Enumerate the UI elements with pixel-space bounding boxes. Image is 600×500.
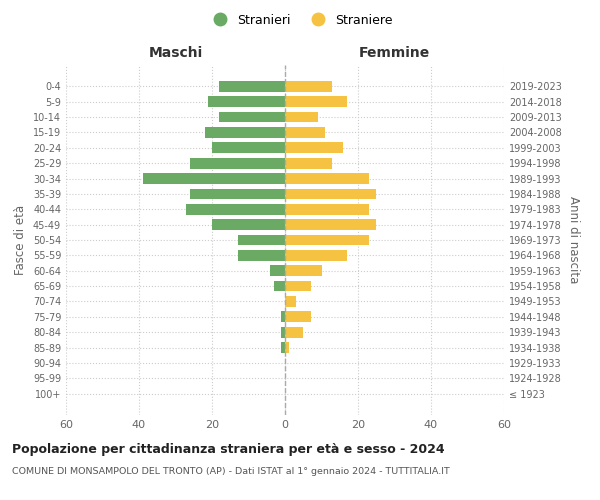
Bar: [285, 188, 376, 200]
Bar: [285, 342, 289, 353]
Bar: [238, 234, 285, 246]
Bar: [274, 280, 285, 291]
Bar: [212, 219, 285, 230]
Bar: [281, 342, 285, 353]
Bar: [285, 173, 369, 184]
Bar: [281, 312, 285, 322]
Bar: [190, 158, 285, 168]
Y-axis label: Fasce di età: Fasce di età: [14, 205, 27, 275]
Bar: [285, 296, 296, 307]
Bar: [238, 250, 285, 261]
Text: COMUNE DI MONSAMPOLO DEL TRONTO (AP) - Dati ISTAT al 1° gennaio 2024 - TUTTITALI: COMUNE DI MONSAMPOLO DEL TRONTO (AP) - D…: [12, 468, 450, 476]
Bar: [285, 250, 347, 261]
Text: Femmine: Femmine: [359, 46, 430, 60]
Bar: [187, 204, 285, 214]
Bar: [205, 127, 285, 138]
Bar: [285, 312, 311, 322]
Bar: [285, 127, 325, 138]
Bar: [271, 266, 285, 276]
Bar: [285, 81, 332, 92]
Bar: [285, 158, 332, 168]
Bar: [285, 142, 343, 153]
Bar: [220, 112, 285, 122]
Bar: [285, 327, 303, 338]
Bar: [190, 188, 285, 200]
Bar: [285, 112, 318, 122]
Bar: [285, 266, 322, 276]
Bar: [208, 96, 285, 107]
Legend: Stranieri, Straniere: Stranieri, Straniere: [202, 8, 398, 32]
Bar: [285, 280, 311, 291]
Text: Popolazione per cittadinanza straniera per età e sesso - 2024: Popolazione per cittadinanza straniera p…: [12, 442, 445, 456]
Bar: [281, 327, 285, 338]
Bar: [285, 204, 369, 214]
Bar: [220, 81, 285, 92]
Text: Maschi: Maschi: [148, 46, 203, 60]
Bar: [143, 173, 285, 184]
Bar: [285, 219, 376, 230]
Bar: [285, 96, 347, 107]
Bar: [212, 142, 285, 153]
Bar: [285, 234, 369, 246]
Y-axis label: Anni di nascita: Anni di nascita: [567, 196, 580, 284]
